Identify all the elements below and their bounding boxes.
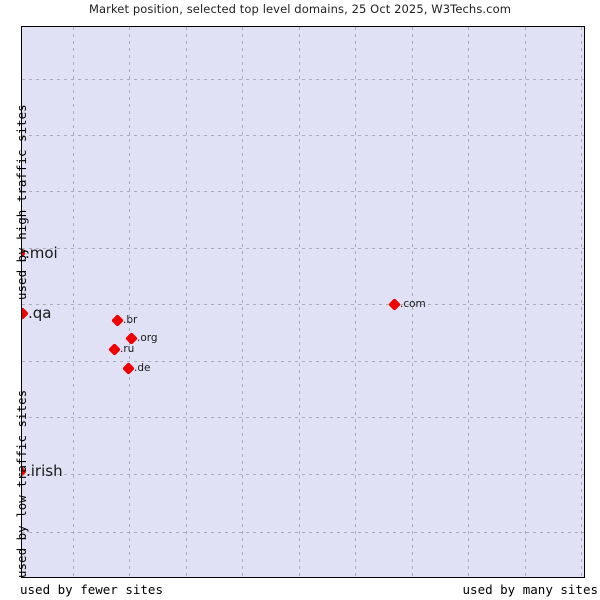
data-point-label: .org xyxy=(137,332,158,344)
diamond-marker-icon xyxy=(107,342,121,356)
gridline-horizontal-2 xyxy=(22,191,584,192)
data-point-label: .de xyxy=(134,362,151,374)
x-axis-label-fewer: used by fewer sites xyxy=(20,582,163,597)
chart-title: Market position, selected top level doma… xyxy=(88,2,512,16)
data-point-label: .com xyxy=(400,298,426,310)
data-point-label: .ru xyxy=(120,343,135,355)
plot-area: .moi .qa .irish .br .org .ru .de .com xyxy=(21,26,585,578)
gridline-horizontal-7 xyxy=(22,474,584,475)
y-axis-label-low: used by low traffic sites xyxy=(14,389,29,578)
gridline-vertical-3 xyxy=(242,27,243,577)
gridline-horizontal-0 xyxy=(22,79,584,80)
gridline-horizontal-1 xyxy=(22,135,584,136)
gridline-horizontal-4 xyxy=(22,304,584,305)
gridline-vertical-8 xyxy=(525,27,526,577)
gridline-vertical-7 xyxy=(468,27,469,577)
gridline-vertical-1 xyxy=(129,27,130,577)
data-point-label: .br xyxy=(123,314,138,326)
gridline-vertical-0 xyxy=(73,27,74,577)
diamond-marker-icon xyxy=(110,313,124,327)
gridline-vertical-5 xyxy=(355,27,356,577)
gridline-vertical-4 xyxy=(299,27,300,577)
gridline-horizontal-6 xyxy=(22,417,584,418)
data-point-label: .irish xyxy=(26,462,63,480)
vertical-gridlines xyxy=(22,27,584,577)
gridline-horizontal-5 xyxy=(22,361,584,362)
x-axis-label-many: used by many sites xyxy=(462,582,598,597)
diamond-marker-icon xyxy=(387,297,401,311)
gridline-horizontal-8 xyxy=(22,532,584,533)
gridline-horizontal-3 xyxy=(22,248,584,249)
horizontal-gridlines xyxy=(22,27,584,577)
data-point-label: .qa xyxy=(28,304,52,322)
diamond-marker-icon xyxy=(121,361,135,375)
y-axis-label-high: used by high traffic sites xyxy=(14,104,29,300)
data-point-label: .moi xyxy=(25,244,58,262)
gridline-vertical-9 xyxy=(581,27,582,577)
gridline-vertical-2 xyxy=(186,27,187,577)
